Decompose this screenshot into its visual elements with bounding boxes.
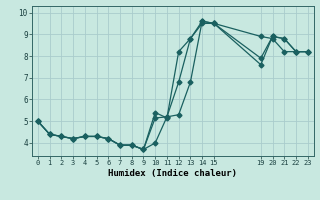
X-axis label: Humidex (Indice chaleur): Humidex (Indice chaleur)	[108, 169, 237, 178]
